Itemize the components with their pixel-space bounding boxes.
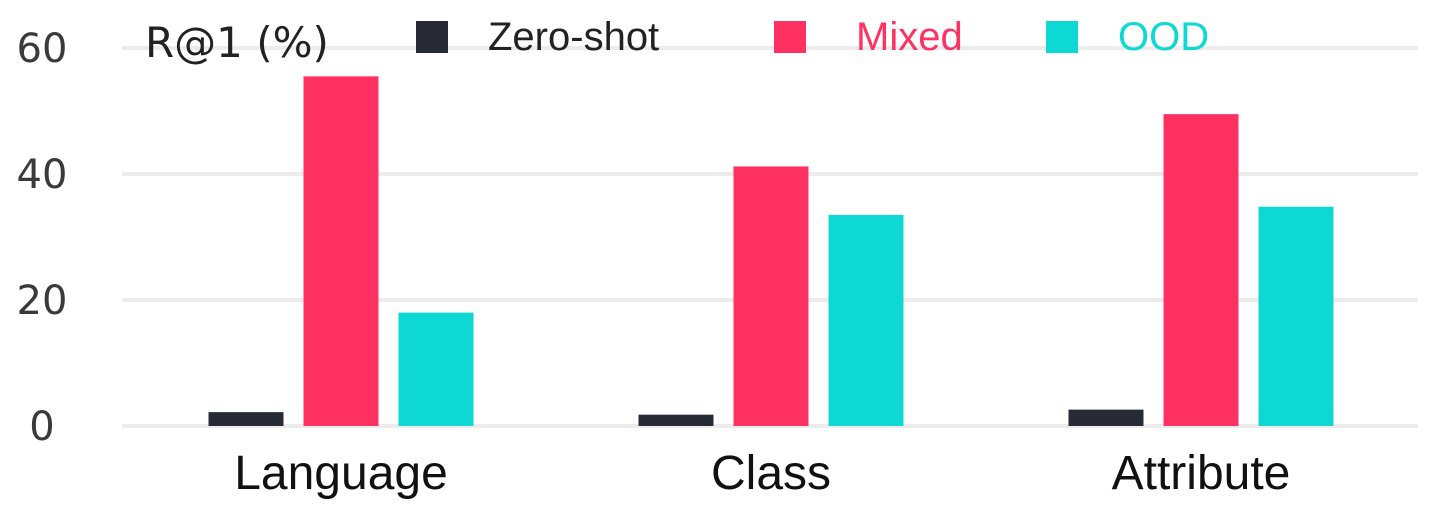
- y-axis-ticks: 0 20 40 60: [17, 26, 68, 450]
- x-category-label: Class: [711, 447, 831, 500]
- legend-label: OOD: [1118, 15, 1209, 59]
- bar-mixed-language: [303, 76, 379, 426]
- bar-mixed-class: [733, 166, 809, 426]
- bar-ood-class: [828, 214, 904, 426]
- y-tick-label: 0: [29, 404, 54, 450]
- bar-mixed-attribute: [1163, 114, 1239, 427]
- legend-label: Mixed: [856, 15, 963, 59]
- x-axis-categories: Language Class Attribute: [234, 447, 1290, 500]
- bar-zero-shot-attribute: [1068, 409, 1144, 426]
- legend-swatch: [416, 21, 448, 53]
- legend: Zero-shot Mixed OOD: [416, 15, 1209, 59]
- legend-label: Zero-shot: [488, 15, 659, 59]
- legend-swatch: [774, 21, 806, 53]
- bars: [208, 76, 1334, 427]
- y-tick-label: 60: [17, 26, 68, 72]
- bar-zero-shot-language: [208, 412, 284, 426]
- y-axis-label: R@1 (%): [145, 18, 329, 67]
- y-tick-label: 40: [17, 152, 68, 198]
- y-tick-label: 20: [17, 278, 68, 324]
- bar-zero-shot-class: [638, 414, 714, 426]
- x-category-label: Language: [234, 447, 448, 500]
- legend-swatch: [1046, 21, 1078, 53]
- bar-ood-language: [398, 312, 474, 426]
- x-category-label: Attribute: [1112, 447, 1291, 500]
- bar-ood-attribute: [1258, 206, 1334, 426]
